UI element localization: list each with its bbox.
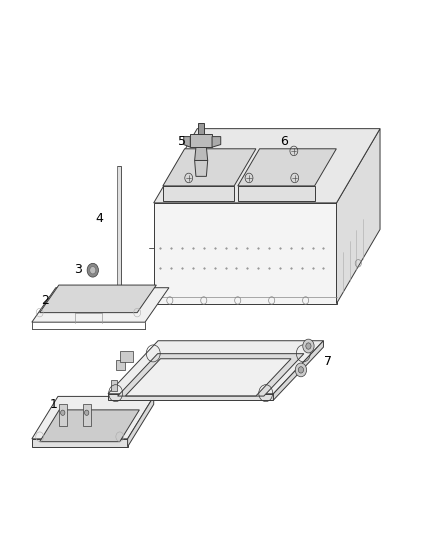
Circle shape <box>60 410 65 415</box>
Polygon shape <box>83 404 91 426</box>
Text: 3: 3 <box>74 263 81 276</box>
Polygon shape <box>194 160 208 176</box>
Text: 7: 7 <box>324 356 332 368</box>
Circle shape <box>85 410 89 415</box>
Polygon shape <box>32 439 127 447</box>
Circle shape <box>87 263 99 277</box>
Circle shape <box>298 367 304 373</box>
Polygon shape <box>117 166 120 288</box>
Polygon shape <box>117 354 304 396</box>
Circle shape <box>306 343 311 349</box>
Polygon shape <box>110 381 117 391</box>
Polygon shape <box>125 359 291 396</box>
Polygon shape <box>154 128 380 203</box>
Polygon shape <box>163 186 234 201</box>
Polygon shape <box>120 351 133 362</box>
Text: 1: 1 <box>49 398 57 411</box>
Polygon shape <box>190 134 212 147</box>
Circle shape <box>295 363 307 377</box>
Polygon shape <box>184 136 190 147</box>
Circle shape <box>303 339 314 353</box>
Text: 4: 4 <box>95 212 103 225</box>
Polygon shape <box>194 147 208 160</box>
Polygon shape <box>273 341 323 400</box>
Text: 5: 5 <box>178 135 186 148</box>
Polygon shape <box>40 285 156 313</box>
Polygon shape <box>212 136 221 147</box>
Polygon shape <box>108 394 273 400</box>
Polygon shape <box>127 397 154 447</box>
Polygon shape <box>154 203 336 304</box>
Polygon shape <box>238 186 314 201</box>
Circle shape <box>90 266 96 274</box>
Polygon shape <box>32 397 154 439</box>
Polygon shape <box>116 360 125 370</box>
Polygon shape <box>59 404 67 426</box>
Polygon shape <box>108 341 323 394</box>
Polygon shape <box>32 288 169 322</box>
Polygon shape <box>238 149 336 186</box>
Polygon shape <box>163 149 256 186</box>
Text: 6: 6 <box>280 135 288 148</box>
Polygon shape <box>198 123 204 134</box>
Polygon shape <box>336 128 380 304</box>
Text: 2: 2 <box>41 294 49 308</box>
Polygon shape <box>40 410 139 442</box>
